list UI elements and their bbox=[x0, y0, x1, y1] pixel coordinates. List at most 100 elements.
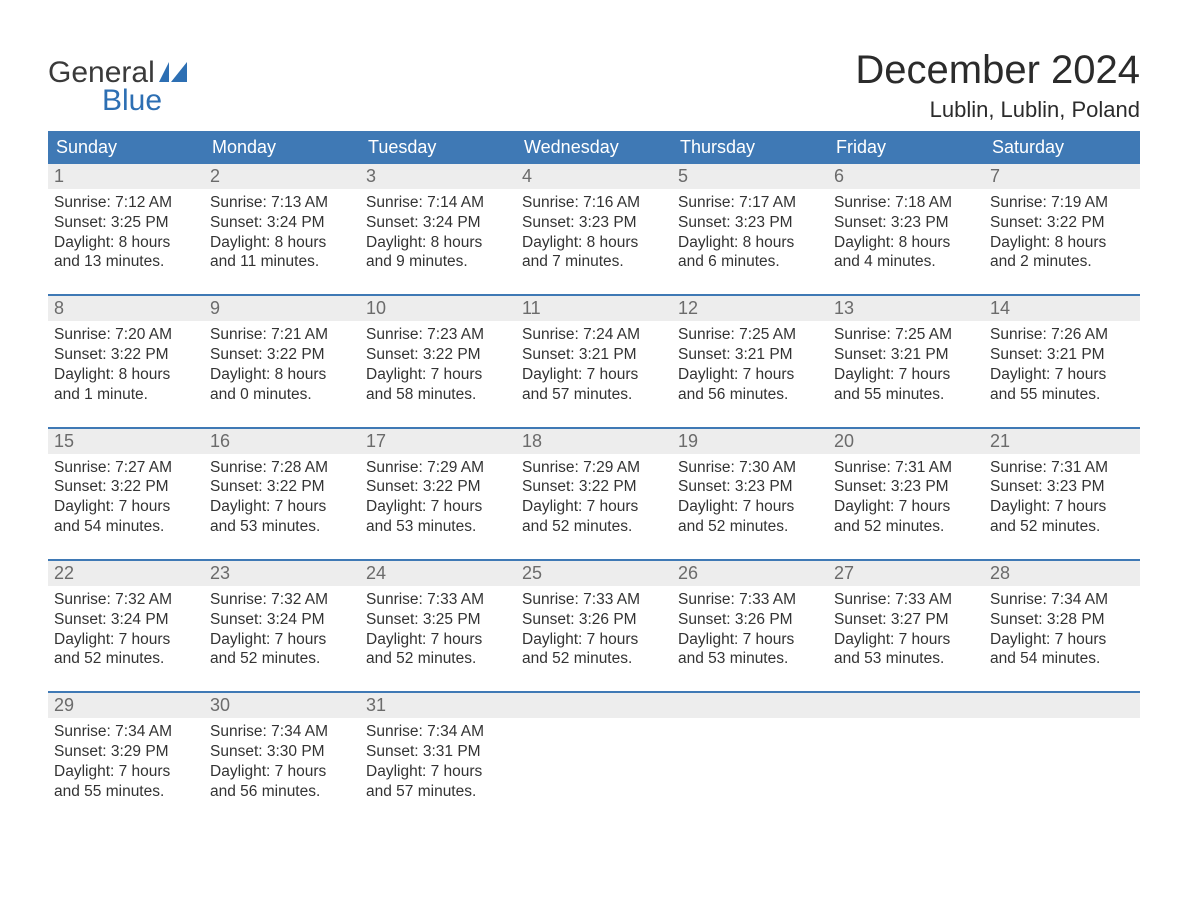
day-cell: 11Sunrise: 7:24 AMSunset: 3:21 PMDayligh… bbox=[516, 296, 672, 408]
day-body: Sunrise: 7:34 AMSunset: 3:29 PMDaylight:… bbox=[48, 718, 204, 805]
week-row: 15Sunrise: 7:27 AMSunset: 3:22 PMDayligh… bbox=[48, 427, 1140, 541]
day-cell: 5Sunrise: 7:17 AMSunset: 3:23 PMDaylight… bbox=[672, 164, 828, 276]
day-cell: 21Sunrise: 7:31 AMSunset: 3:23 PMDayligh… bbox=[984, 429, 1140, 541]
day-cell: 8Sunrise: 7:20 AMSunset: 3:22 PMDaylight… bbox=[48, 296, 204, 408]
daylight-line: Daylight: 8 hours and 9 minutes. bbox=[366, 233, 510, 273]
sunset-line: Sunset: 3:23 PM bbox=[834, 477, 978, 497]
daylight-line: Daylight: 7 hours and 53 minutes. bbox=[834, 630, 978, 670]
day-cell: 3Sunrise: 7:14 AMSunset: 3:24 PMDaylight… bbox=[360, 164, 516, 276]
day-cell bbox=[984, 693, 1140, 805]
sunset-line: Sunset: 3:23 PM bbox=[678, 213, 822, 233]
weekday-header: Saturday bbox=[984, 131, 1140, 164]
day-cell: 14Sunrise: 7:26 AMSunset: 3:21 PMDayligh… bbox=[984, 296, 1140, 408]
weekday-header: Friday bbox=[828, 131, 984, 164]
day-cell bbox=[672, 693, 828, 805]
day-cell: 7Sunrise: 7:19 AMSunset: 3:22 PMDaylight… bbox=[984, 164, 1140, 276]
day-body: Sunrise: 7:28 AMSunset: 3:22 PMDaylight:… bbox=[204, 454, 360, 541]
calendar-table: SundayMondayTuesdayWednesdayThursdayFrid… bbox=[48, 131, 1140, 806]
sunrise-line: Sunrise: 7:34 AM bbox=[54, 722, 198, 742]
day-cell: 4Sunrise: 7:16 AMSunset: 3:23 PMDaylight… bbox=[516, 164, 672, 276]
sunrise-line: Sunrise: 7:16 AM bbox=[522, 193, 666, 213]
daylight-line: Daylight: 7 hours and 54 minutes. bbox=[990, 630, 1134, 670]
sunset-line: Sunset: 3:24 PM bbox=[366, 213, 510, 233]
day-body: Sunrise: 7:14 AMSunset: 3:24 PMDaylight:… bbox=[360, 189, 516, 276]
sunrise-line: Sunrise: 7:28 AM bbox=[210, 458, 354, 478]
day-number bbox=[828, 693, 984, 718]
day-number: 18 bbox=[516, 429, 672, 454]
day-body: Sunrise: 7:24 AMSunset: 3:21 PMDaylight:… bbox=[516, 321, 672, 408]
day-cell: 24Sunrise: 7:33 AMSunset: 3:25 PMDayligh… bbox=[360, 561, 516, 673]
weekday-header: Wednesday bbox=[516, 131, 672, 164]
day-number: 9 bbox=[204, 296, 360, 321]
daylight-line: Daylight: 7 hours and 52 minutes. bbox=[210, 630, 354, 670]
day-body bbox=[672, 718, 828, 726]
day-cell: 10Sunrise: 7:23 AMSunset: 3:22 PMDayligh… bbox=[360, 296, 516, 408]
daylight-line: Daylight: 7 hours and 52 minutes. bbox=[678, 497, 822, 537]
day-number: 7 bbox=[984, 164, 1140, 189]
day-number: 23 bbox=[204, 561, 360, 586]
sunset-line: Sunset: 3:25 PM bbox=[54, 213, 198, 233]
day-body: Sunrise: 7:25 AMSunset: 3:21 PMDaylight:… bbox=[672, 321, 828, 408]
day-number: 4 bbox=[516, 164, 672, 189]
day-body: Sunrise: 7:16 AMSunset: 3:23 PMDaylight:… bbox=[516, 189, 672, 276]
sunset-line: Sunset: 3:23 PM bbox=[522, 213, 666, 233]
week-spacer bbox=[48, 541, 1140, 559]
day-number: 26 bbox=[672, 561, 828, 586]
sunrise-line: Sunrise: 7:32 AM bbox=[54, 590, 198, 610]
sunrise-line: Sunrise: 7:14 AM bbox=[366, 193, 510, 213]
sunset-line: Sunset: 3:24 PM bbox=[54, 610, 198, 630]
day-body: Sunrise: 7:32 AMSunset: 3:24 PMDaylight:… bbox=[48, 586, 204, 673]
sunrise-line: Sunrise: 7:33 AM bbox=[522, 590, 666, 610]
daylight-line: Daylight: 8 hours and 2 minutes. bbox=[990, 233, 1134, 273]
day-body: Sunrise: 7:23 AMSunset: 3:22 PMDaylight:… bbox=[360, 321, 516, 408]
week-row: 29Sunrise: 7:34 AMSunset: 3:29 PMDayligh… bbox=[48, 691, 1140, 805]
sunrise-line: Sunrise: 7:33 AM bbox=[366, 590, 510, 610]
day-cell: 12Sunrise: 7:25 AMSunset: 3:21 PMDayligh… bbox=[672, 296, 828, 408]
day-number: 29 bbox=[48, 693, 204, 718]
day-number: 17 bbox=[360, 429, 516, 454]
weeks-container: 1Sunrise: 7:12 AMSunset: 3:25 PMDaylight… bbox=[48, 164, 1140, 806]
header: General Blue December 2024 Lublin, Lubli… bbox=[48, 48, 1140, 123]
daylight-line: Daylight: 7 hours and 52 minutes. bbox=[522, 630, 666, 670]
daylight-line: Daylight: 8 hours and 7 minutes. bbox=[522, 233, 666, 273]
sunset-line: Sunset: 3:21 PM bbox=[678, 345, 822, 365]
sunset-line: Sunset: 3:30 PM bbox=[210, 742, 354, 762]
sunset-line: Sunset: 3:24 PM bbox=[210, 610, 354, 630]
day-cell: 31Sunrise: 7:34 AMSunset: 3:31 PMDayligh… bbox=[360, 693, 516, 805]
day-number: 19 bbox=[672, 429, 828, 454]
daylight-line: Daylight: 7 hours and 56 minutes. bbox=[678, 365, 822, 405]
weekday-header: Tuesday bbox=[360, 131, 516, 164]
daylight-line: Daylight: 7 hours and 57 minutes. bbox=[522, 365, 666, 405]
sunset-line: Sunset: 3:31 PM bbox=[366, 742, 510, 762]
day-body bbox=[984, 718, 1140, 726]
flag-icon bbox=[159, 58, 187, 88]
weekday-header-row: SundayMondayTuesdayWednesdayThursdayFrid… bbox=[48, 131, 1140, 164]
sunrise-line: Sunrise: 7:25 AM bbox=[678, 325, 822, 345]
week-row: 8Sunrise: 7:20 AMSunset: 3:22 PMDaylight… bbox=[48, 294, 1140, 408]
sunrise-line: Sunrise: 7:21 AM bbox=[210, 325, 354, 345]
day-body: Sunrise: 7:33 AMSunset: 3:27 PMDaylight:… bbox=[828, 586, 984, 673]
day-number: 14 bbox=[984, 296, 1140, 321]
day-body: Sunrise: 7:12 AMSunset: 3:25 PMDaylight:… bbox=[48, 189, 204, 276]
day-number: 13 bbox=[828, 296, 984, 321]
day-number: 27 bbox=[828, 561, 984, 586]
day-number: 5 bbox=[672, 164, 828, 189]
sunrise-line: Sunrise: 7:29 AM bbox=[522, 458, 666, 478]
day-number: 24 bbox=[360, 561, 516, 586]
sunset-line: Sunset: 3:23 PM bbox=[834, 213, 978, 233]
sunrise-line: Sunrise: 7:29 AM bbox=[366, 458, 510, 478]
day-body: Sunrise: 7:31 AMSunset: 3:23 PMDaylight:… bbox=[828, 454, 984, 541]
day-cell: 26Sunrise: 7:33 AMSunset: 3:26 PMDayligh… bbox=[672, 561, 828, 673]
day-number: 1 bbox=[48, 164, 204, 189]
daylight-line: Daylight: 7 hours and 52 minutes. bbox=[522, 497, 666, 537]
day-cell: 20Sunrise: 7:31 AMSunset: 3:23 PMDayligh… bbox=[828, 429, 984, 541]
day-body: Sunrise: 7:34 AMSunset: 3:28 PMDaylight:… bbox=[984, 586, 1140, 673]
day-body: Sunrise: 7:20 AMSunset: 3:22 PMDaylight:… bbox=[48, 321, 204, 408]
page-title: December 2024 bbox=[855, 48, 1140, 93]
sunrise-line: Sunrise: 7:30 AM bbox=[678, 458, 822, 478]
day-body: Sunrise: 7:17 AMSunset: 3:23 PMDaylight:… bbox=[672, 189, 828, 276]
sunset-line: Sunset: 3:26 PM bbox=[678, 610, 822, 630]
daylight-line: Daylight: 8 hours and 1 minute. bbox=[54, 365, 198, 405]
week-spacer bbox=[48, 673, 1140, 691]
day-cell: 23Sunrise: 7:32 AMSunset: 3:24 PMDayligh… bbox=[204, 561, 360, 673]
